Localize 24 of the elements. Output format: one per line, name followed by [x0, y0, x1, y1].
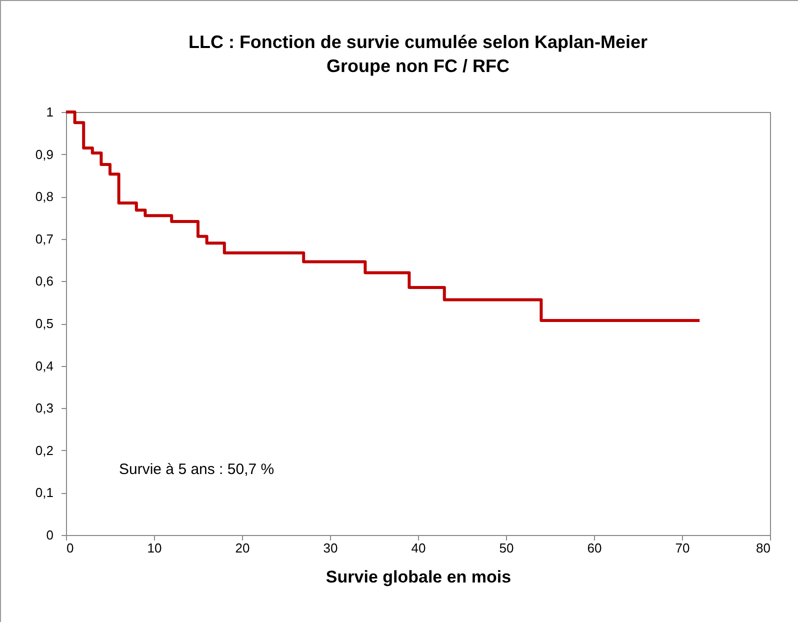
text: LLC : Fonction de survie cumulée selon Kaplan-Meier: [188, 32, 648, 52]
x-tick-label: 20: [235, 540, 250, 556]
x-tick-label: 70: [675, 540, 690, 556]
y-tick-label: 0,4: [35, 358, 54, 374]
x-tick-label: 50: [499, 540, 514, 556]
y-tick-label: 0,1: [35, 485, 54, 500]
x-tick-label: 10: [147, 540, 162, 556]
x-tick-label: 80: [756, 540, 770, 556]
text: Groupe non FC / RFC: [326, 56, 510, 76]
y-tick-label: 0,2: [35, 442, 54, 458]
y-tick-label: 0,8: [35, 189, 54, 204]
x-tick-label: 30: [323, 540, 338, 556]
x-tick-label: 60: [587, 540, 602, 556]
x-tick-label: 40: [411, 540, 426, 556]
y-tick-label: 0: [46, 528, 54, 542]
x-tick-label: 0: [66, 540, 74, 556]
y-tick-label: 0,3: [35, 400, 54, 416]
annotation: Survie à 5 ans : 50,7 %: [119, 461, 274, 478]
y-tick-label: 0,5: [35, 316, 54, 331]
y-tick-label: 1: [46, 104, 54, 120]
x-axis-title: Survie globale en mois: [326, 568, 512, 586]
y-tick-label: 0,7: [35, 231, 54, 246]
y-tick-label: 0,6: [35, 274, 54, 289]
y-tick-label: 0,9: [35, 146, 54, 162]
